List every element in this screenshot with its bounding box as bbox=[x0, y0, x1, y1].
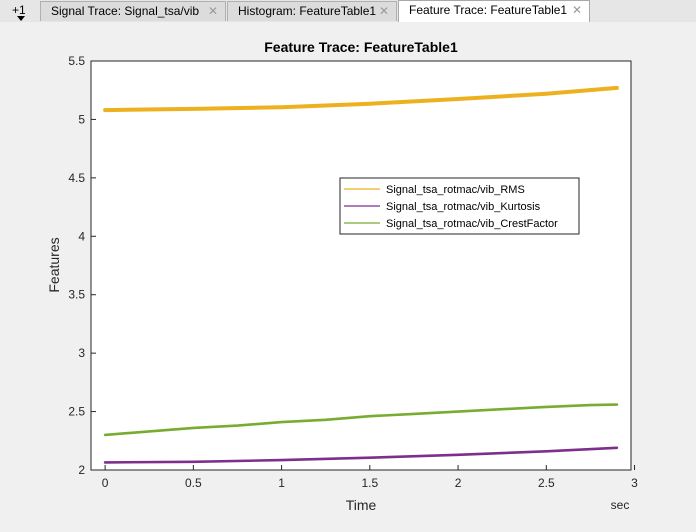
x-tick-label: 3 bbox=[631, 476, 638, 490]
feature-trace-chart: Feature Trace: FeatureTable1 0 0.5 1 1.5 2 2.… bbox=[46, 39, 638, 513]
x-tick-label: 2.5 bbox=[538, 476, 555, 490]
series-line-crestfactor bbox=[103, 403, 619, 437]
tab-label: Signal Trace: Signal_tsa/vib bbox=[51, 4, 200, 18]
figure-area: Feature Trace: FeatureTable1 0 0.5 1 1.5 2 2.… bbox=[0, 22, 696, 527]
legend-box bbox=[339, 177, 580, 235]
close-icon[interactable]: ✕ bbox=[207, 4, 218, 18]
series-line-kurtosis bbox=[103, 446, 619, 464]
tab-signal-trace[interactable]: Signal Trace: Signal_tsa/vib ✕ bbox=[40, 1, 226, 21]
ticks-layer: 0 0.5 1 1.5 2 2.5 3 2 2.5 3 3.5 4 4.5 5 5.5 bbox=[68, 54, 638, 490]
tab-overflow-count: +1 bbox=[12, 3, 26, 17]
y-tick-label: 5 bbox=[78, 112, 85, 126]
tab-label: Feature Trace: FeatureTable1 bbox=[409, 3, 568, 17]
chart-title: Feature Trace: FeatureTable1 bbox=[264, 39, 458, 55]
close-icon[interactable]: ✕ bbox=[378, 4, 389, 18]
figure-tab-bar: +1 Signal Trace: Signal_tsa/vib ✕ Histog… bbox=[0, 0, 696, 23]
legend-entry-crestfactor: Signal_tsa_rotmac/vib_CrestFactor bbox=[386, 218, 558, 230]
x-tick-label: 0.5 bbox=[185, 476, 202, 490]
axes-box bbox=[90, 60, 632, 471]
legend-entry-rms: Signal_tsa_rotmac/vib_RMS bbox=[386, 184, 525, 196]
series-line-rms bbox=[103, 85, 619, 113]
x-tick-label: 1.5 bbox=[361, 476, 378, 490]
tab-histogram[interactable]: Histogram: FeatureTable1 ✕ bbox=[227, 1, 397, 21]
y-tick-label: 2 bbox=[78, 463, 85, 477]
series-layer bbox=[103, 85, 619, 464]
y-tick-label: 3.5 bbox=[68, 288, 85, 302]
x-tick-label: 1 bbox=[278, 476, 285, 490]
chevron-down-icon bbox=[17, 16, 25, 21]
y-axis-label: Features bbox=[46, 237, 62, 292]
chart-legend[interactable]: Signal_tsa_rotmac/vib_RMS Signal_tsa_rot… bbox=[339, 177, 580, 235]
x-tick-label: 0 bbox=[102, 476, 109, 490]
plot-area bbox=[91, 61, 631, 470]
y-tick-label: 2.5 bbox=[68, 405, 85, 419]
close-icon[interactable]: ✕ bbox=[571, 3, 582, 17]
tab-feature-trace[interactable]: Feature Trace: FeatureTable1 ✕ bbox=[398, 0, 590, 22]
tab-label: Histogram: FeatureTable1 bbox=[238, 4, 377, 18]
y-tick-label: 3 bbox=[78, 346, 85, 360]
x-tick-label: 2 bbox=[455, 476, 462, 490]
y-tick-label: 4 bbox=[78, 229, 85, 243]
y-tick-label: 5.5 bbox=[68, 54, 85, 68]
tab-overflow-button[interactable]: +1 bbox=[4, 1, 34, 21]
legend-entry-kurtosis: Signal_tsa_rotmac/vib_Kurtosis bbox=[386, 201, 541, 213]
x-axis-unit: sec bbox=[611, 498, 630, 512]
y-tick-label: 4.5 bbox=[68, 171, 85, 185]
x-axis-label: Time bbox=[346, 497, 377, 513]
